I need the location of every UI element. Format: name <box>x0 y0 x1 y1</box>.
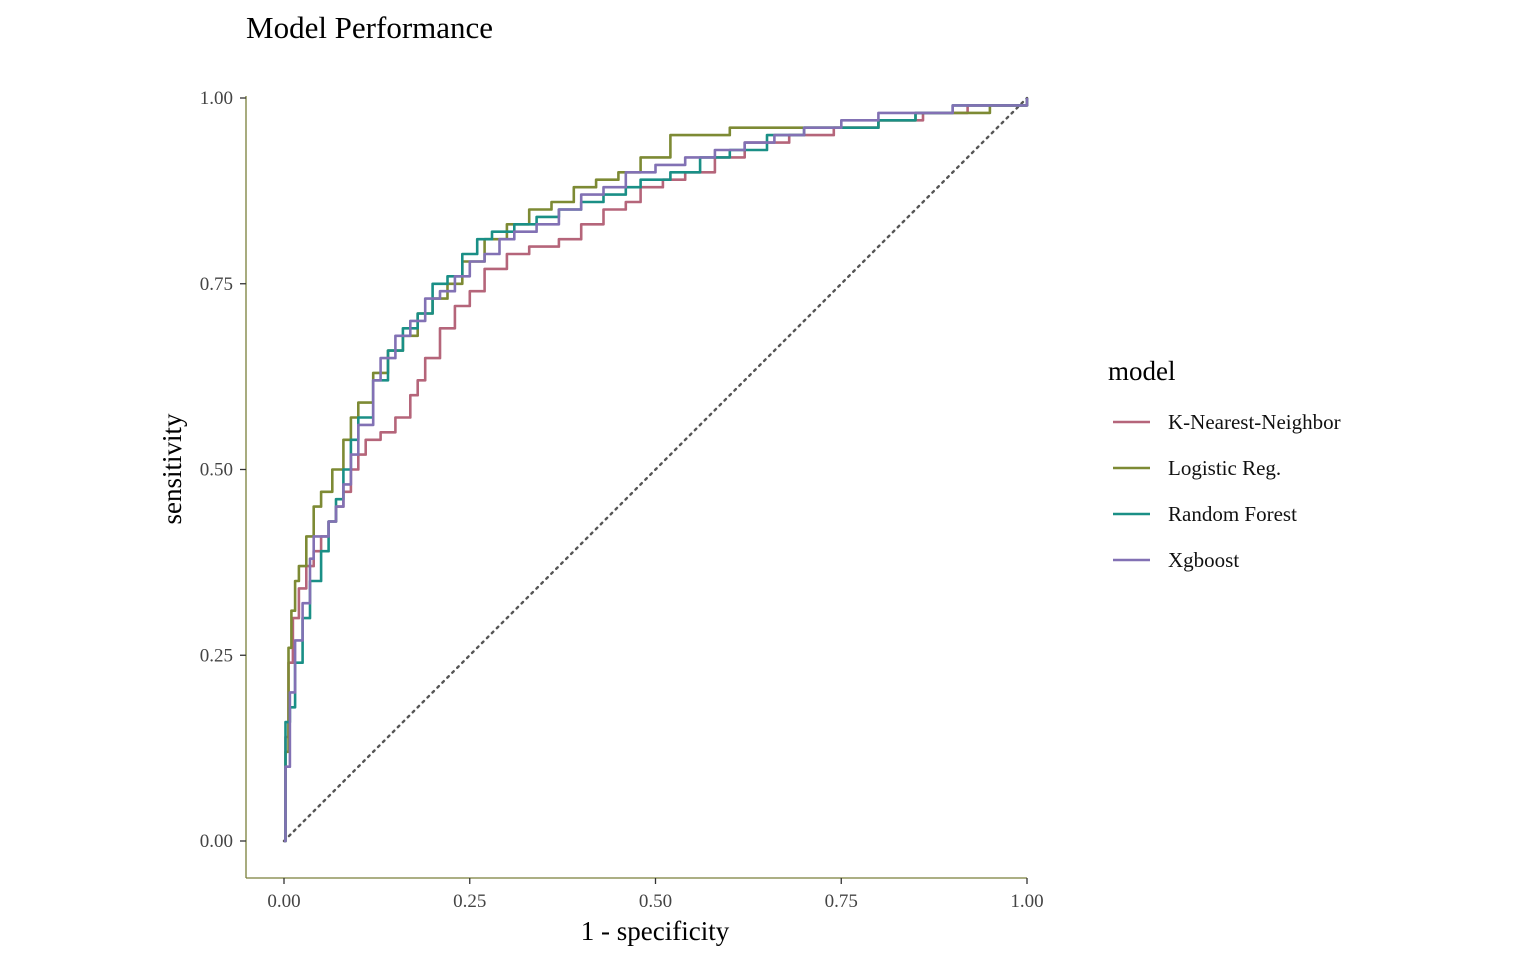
y-tick-label: 0.50 <box>200 460 233 481</box>
series-line-3 <box>284 98 1029 843</box>
legend-item-label: Random Forest <box>1168 502 1297 526</box>
x-axis-label: 1 - specificity <box>581 916 730 946</box>
legend-title: model <box>1108 356 1176 386</box>
axes <box>245 96 1027 879</box>
legend: model K-Nearest-Neighbor Logistic Reg. Ran… <box>1108 356 1341 572</box>
chart-title: Model Performance <box>246 10 493 45</box>
y-tick-label: 0.00 <box>200 831 233 852</box>
series-line-4 <box>284 98 1029 843</box>
x-tick-label: 0.25 <box>453 891 486 912</box>
reference-diagonal-line <box>282 96 1029 843</box>
x-tick-label: 0.00 <box>267 891 300 912</box>
x-ticks: 0.00 0.25 0.50 0.75 1.00 <box>267 878 1044 912</box>
legend-items: K-Nearest-Neighbor Logistic Reg. Random Fo… <box>1113 410 1341 572</box>
y-axis-label: sensitivity <box>157 413 187 525</box>
series-lines <box>284 98 1029 843</box>
legend-item-label: K-Nearest-Neighbor <box>1168 410 1341 434</box>
y-tick-label: 1.00 <box>200 88 233 109</box>
x-tick-label: 0.50 <box>639 891 672 912</box>
legend-item-label: Xgboost <box>1168 548 1239 572</box>
y-tick-label: 0.25 <box>200 645 233 666</box>
x-tick-label: 1.00 <box>1010 891 1043 912</box>
x-tick-label: 0.75 <box>825 891 858 912</box>
legend-item-label: Logistic Reg. <box>1168 456 1281 480</box>
y-tick-label: 0.75 <box>200 274 233 295</box>
y-ticks: 0.00 0.25 0.50 0.75 1.00 <box>200 88 246 852</box>
